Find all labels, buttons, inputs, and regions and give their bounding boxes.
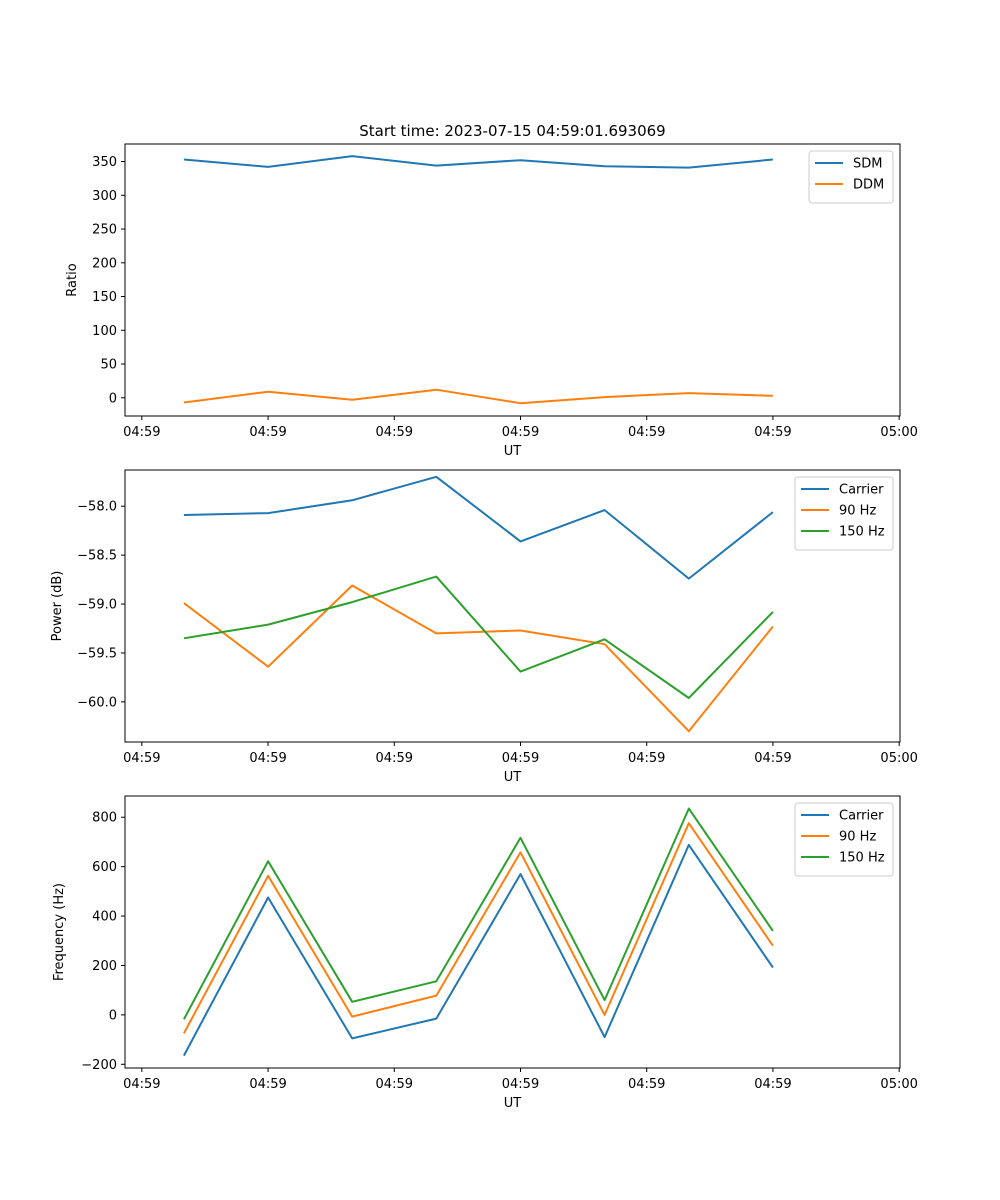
- axes-frame: [124, 795, 901, 1069]
- chart-panel-3: 04:59 04:59 04:59 04:59 04:59 04:59 05:00 −200 0…: [52, 795, 918, 1111]
- y-tick-label: 0: [109, 1008, 117, 1023]
- series-line-sdm: [183, 155, 773, 169]
- series-line-carrier: [183, 475, 774, 580]
- legend-entry: DDM: [853, 178, 884, 193]
- series-line-ddm: [183, 388, 773, 405]
- legend-entry: Carrier: [839, 809, 884, 824]
- x-axis-label: UT: [504, 770, 522, 785]
- y-tick-label: 100: [92, 324, 117, 339]
- chart-title: Start time: 2023-07-15 04:59:01.693069: [359, 122, 665, 140]
- y-tick-label: 200: [92, 959, 117, 974]
- y-tick-label: 600: [92, 860, 117, 875]
- axes-frame: [124, 469, 901, 743]
- x-tick-label: 05:00: [880, 425, 917, 440]
- x-tick-label: 05:00: [880, 1077, 917, 1092]
- legend-entry: 150 Hz: [839, 525, 885, 540]
- x-tick-label: 04:59: [502, 751, 539, 766]
- axes-frame: [124, 143, 901, 417]
- x-tick-label: 04:59: [123, 751, 160, 766]
- y-tick-label: −58.5: [77, 549, 117, 564]
- x-tick-label: 04:59: [754, 1077, 791, 1092]
- x-tick-label: 04:59: [249, 425, 286, 440]
- legend-entry: Carrier: [839, 483, 884, 498]
- x-tick-label: 04:59: [249, 1077, 286, 1092]
- y-tick-label: 800: [92, 811, 117, 826]
- x-tick-label: 04:59: [376, 1077, 413, 1092]
- y-tick-label: 50: [100, 358, 117, 373]
- series-line-150-hz: [183, 807, 774, 1020]
- y-tick-label: −200: [81, 1058, 117, 1073]
- y-axis-label: Ratio: [65, 263, 80, 296]
- x-tick-label: 04:59: [376, 751, 413, 766]
- x-axis-label: UT: [504, 1096, 522, 1111]
- legend-entry: 90 Hz: [839, 830, 876, 845]
- chart-panel-2: 04:59 04:59 04:59 04:59 04:59 04:59 05:00 −60.0…: [50, 469, 918, 785]
- y-tick-label: −58.0: [77, 500, 117, 515]
- x-axis-label: UT: [504, 444, 522, 459]
- x-tick-label: 04:59: [502, 1077, 539, 1092]
- x-tick-label: 04:59: [123, 1077, 160, 1092]
- series-line-150-hz: [183, 575, 774, 699]
- y-tick-label: −60.0: [77, 695, 117, 710]
- x-tick-label: 04:59: [123, 425, 160, 440]
- y-tick-label: 150: [92, 290, 117, 305]
- x-tick-label: 04:59: [628, 1077, 665, 1092]
- y-axis-label: Frequency (Hz): [52, 883, 67, 981]
- x-tick-label: 04:59: [628, 751, 665, 766]
- series-line-carrier: [183, 843, 774, 1057]
- legend: Carrier 90 Hz 150 Hz: [794, 476, 894, 551]
- legend-entry: 90 Hz: [839, 504, 876, 519]
- x-tick-label: 04:59: [502, 425, 539, 440]
- x-tick-label: 04:59: [249, 751, 286, 766]
- series-line-90-hz: [183, 584, 774, 733]
- y-tick-label: 0: [109, 391, 117, 406]
- series-line-90-hz: [183, 822, 774, 1034]
- legend: SDM DDM: [808, 150, 894, 204]
- legend-entry: 150 Hz: [839, 851, 885, 866]
- chart-panel-1: Start time: 2023-07-15 04:59:01.693069 04…: [65, 122, 918, 459]
- x-tick-label: 05:00: [880, 751, 917, 766]
- y-tick-label: 300: [92, 189, 117, 204]
- y-tick-label: −59.5: [77, 646, 117, 661]
- legend-entry: SDM: [853, 157, 882, 172]
- y-tick-label: 400: [92, 910, 117, 925]
- x-tick-label: 04:59: [376, 425, 413, 440]
- y-axis-label: Power (dB): [50, 571, 65, 642]
- x-tick-label: 04:59: [754, 751, 791, 766]
- y-tick-label: 200: [92, 256, 117, 271]
- legend: Carrier 90 Hz 150 Hz: [794, 802, 894, 877]
- y-tick-label: 250: [92, 223, 117, 238]
- y-tick-label: 350: [92, 155, 117, 170]
- y-tick-label: −59.0: [77, 598, 117, 613]
- x-tick-label: 04:59: [754, 425, 791, 440]
- x-tick-label: 04:59: [628, 425, 665, 440]
